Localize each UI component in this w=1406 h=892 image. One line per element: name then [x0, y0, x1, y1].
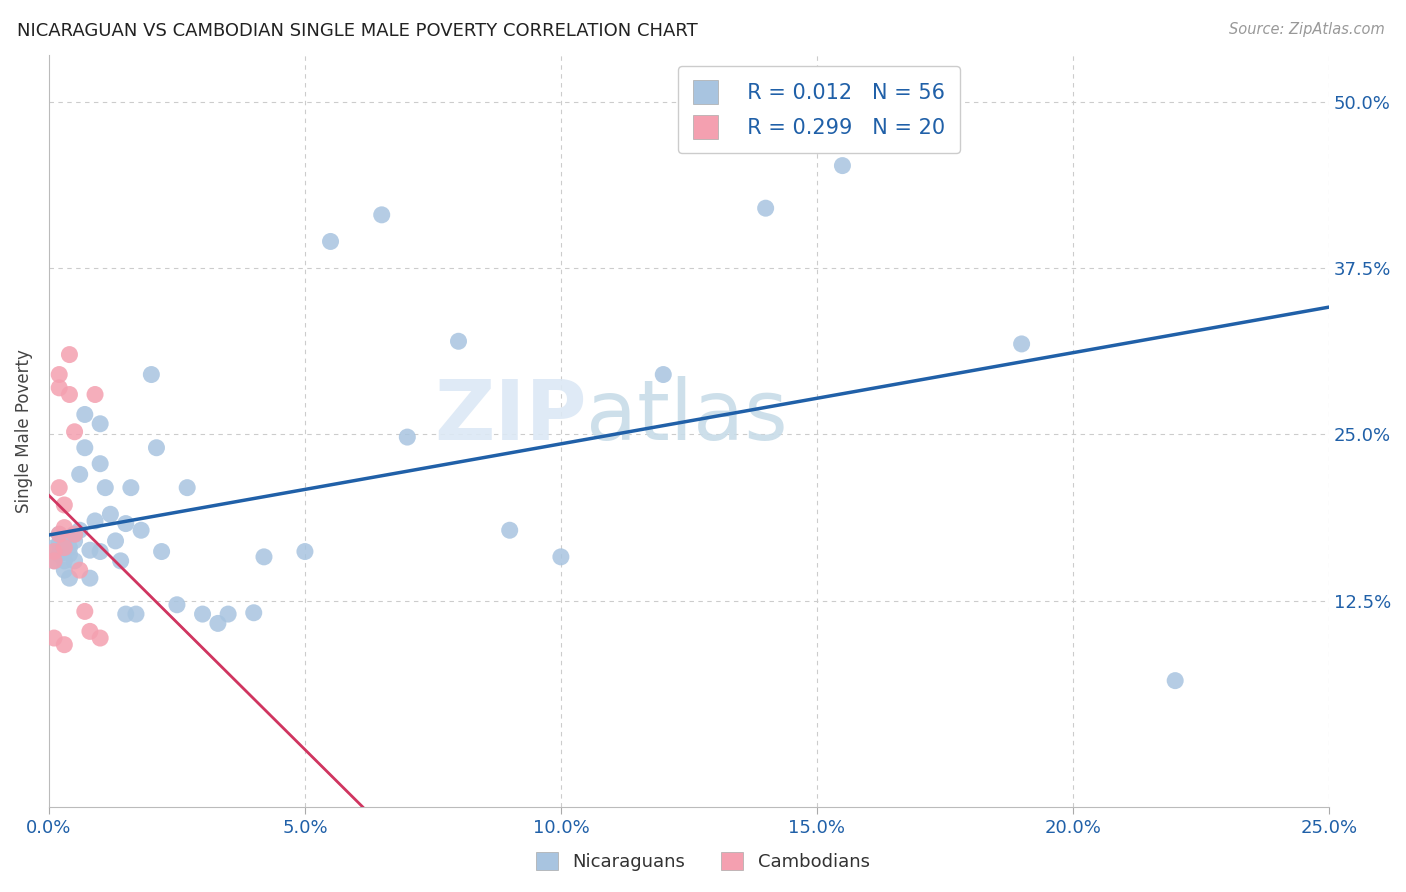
Point	[110, 554, 132, 568]
Point	[100, 508, 122, 522]
Point	[63, 527, 86, 541]
Point	[48, 527, 70, 541]
Point	[42, 631, 65, 645]
Point	[63, 527, 86, 541]
Point	[63, 533, 86, 548]
Point	[53, 520, 76, 534]
Point	[58, 387, 80, 401]
Point	[58, 348, 80, 362]
Point	[69, 563, 91, 577]
Point	[176, 481, 198, 495]
Point	[73, 441, 96, 455]
Point	[58, 541, 80, 555]
Point	[499, 523, 522, 537]
Point	[145, 441, 167, 455]
Point	[53, 554, 76, 568]
Point	[79, 543, 101, 558]
Point	[141, 368, 163, 382]
Point	[53, 563, 76, 577]
Point	[89, 457, 111, 471]
Point	[89, 544, 111, 558]
Point	[48, 536, 70, 550]
Point	[48, 481, 70, 495]
Legend: Nicaraguans, Cambodians: Nicaraguans, Cambodians	[529, 845, 877, 879]
Point	[550, 549, 572, 564]
Point	[53, 498, 76, 512]
Point	[73, 408, 96, 422]
Point	[191, 607, 214, 621]
Point	[53, 541, 76, 555]
Point	[58, 571, 80, 585]
Point	[104, 533, 127, 548]
Text: ZIP: ZIP	[434, 376, 586, 457]
Point	[42, 554, 65, 568]
Point	[84, 514, 107, 528]
Point	[114, 607, 136, 621]
Point	[396, 430, 419, 444]
Point	[53, 541, 76, 555]
Point	[84, 387, 107, 401]
Point	[370, 208, 392, 222]
Point	[73, 604, 96, 618]
Point	[48, 381, 70, 395]
Point	[129, 523, 152, 537]
Point	[69, 467, 91, 482]
Text: atlas: atlas	[586, 376, 789, 457]
Point	[652, 368, 675, 382]
Point	[207, 616, 229, 631]
Point	[217, 607, 239, 621]
Legend:   R = 0.012   N = 56,   R = 0.299   N = 20: R = 0.012 N = 56, R = 0.299 N = 20	[678, 65, 960, 153]
Point	[319, 235, 342, 249]
Point	[89, 631, 111, 645]
Point	[94, 481, 117, 495]
Y-axis label: Single Male Poverty: Single Male Poverty	[15, 349, 32, 513]
Point	[242, 606, 264, 620]
Point	[48, 547, 70, 561]
Point	[48, 368, 70, 382]
Point	[53, 533, 76, 548]
Point	[294, 544, 316, 558]
Point	[63, 425, 86, 439]
Point	[755, 201, 778, 215]
Point	[79, 624, 101, 639]
Point	[1164, 673, 1187, 688]
Point	[48, 527, 70, 541]
Text: Source: ZipAtlas.com: Source: ZipAtlas.com	[1229, 22, 1385, 37]
Point	[120, 481, 142, 495]
Point	[42, 554, 65, 568]
Text: NICARAGUAN VS CAMBODIAN SINGLE MALE POVERTY CORRELATION CHART: NICARAGUAN VS CAMBODIAN SINGLE MALE POVE…	[17, 22, 697, 40]
Point	[79, 571, 101, 585]
Point	[114, 516, 136, 531]
Point	[125, 607, 148, 621]
Point	[53, 638, 76, 652]
Point	[150, 544, 173, 558]
Point	[253, 549, 276, 564]
Point	[166, 598, 188, 612]
Point	[89, 417, 111, 431]
Point	[1011, 337, 1033, 351]
Point	[42, 544, 65, 558]
Point	[42, 541, 65, 555]
Point	[447, 334, 470, 349]
Point	[63, 554, 86, 568]
Point	[58, 547, 80, 561]
Point	[831, 159, 853, 173]
Point	[69, 523, 91, 537]
